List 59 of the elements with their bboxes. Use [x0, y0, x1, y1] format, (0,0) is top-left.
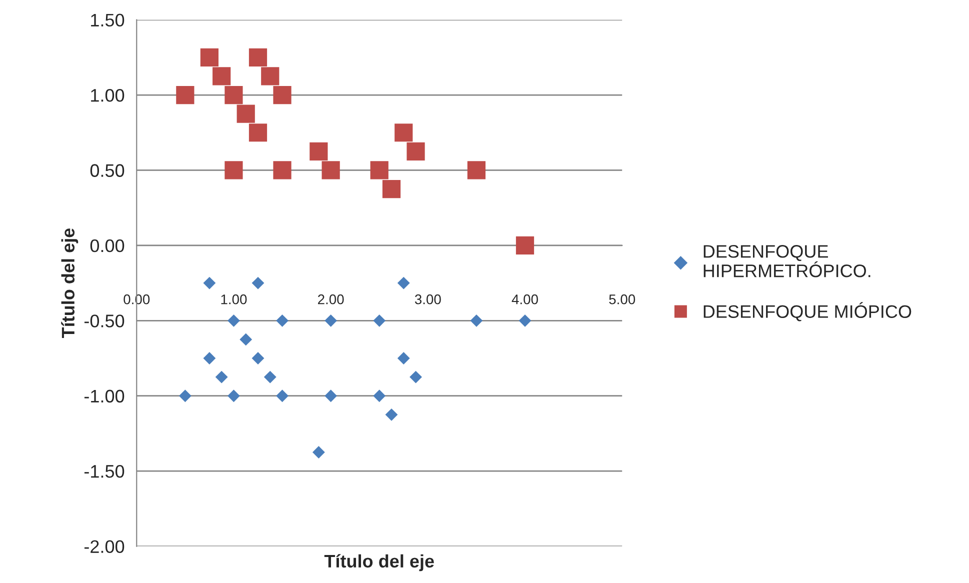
y-tick-label: -1.00	[84, 390, 124, 403]
legend-label: DESENFOQUE MIÓPICO	[704, 302, 912, 322]
point	[276, 314, 288, 327]
point	[397, 352, 410, 364]
point	[264, 370, 276, 384]
point	[406, 142, 425, 160]
point	[370, 161, 388, 180]
point	[176, 86, 194, 104]
point	[410, 370, 422, 384]
point	[273, 86, 292, 104]
point	[252, 276, 264, 290]
x-axis-title: Título del eje	[324, 554, 434, 572]
point	[310, 142, 328, 160]
x-tick-label: 1.00	[221, 294, 247, 304]
point	[248, 48, 268, 66]
point	[212, 67, 231, 86]
x-tick-label: 4.00	[512, 294, 538, 304]
point	[324, 390, 338, 402]
point	[518, 314, 532, 327]
point	[397, 276, 410, 290]
point	[224, 161, 243, 180]
point	[273, 161, 292, 180]
point	[516, 236, 534, 254]
point	[382, 180, 401, 198]
y-tick-label: -2.00	[84, 540, 124, 553]
legend-label: DESENFOQUE HIPERMETRÓPICO.	[704, 245, 870, 278]
point	[203, 352, 216, 364]
point	[385, 408, 398, 421]
y-tick-label: 1.50	[91, 14, 124, 27]
point	[252, 352, 264, 364]
point	[324, 314, 338, 327]
point	[178, 390, 192, 402]
point	[276, 390, 288, 402]
point	[228, 314, 240, 327]
point	[236, 104, 255, 123]
x-tick-label: 2.00	[318, 294, 344, 304]
point	[224, 86, 243, 104]
point	[261, 67, 280, 86]
x-tick-label: 3.00	[414, 294, 441, 304]
y-tick-label: -1.50	[84, 465, 124, 478]
y-tick-label: 1.00	[91, 88, 124, 102]
point	[373, 390, 386, 402]
point	[470, 314, 483, 327]
y-axis-title: Título del eje	[61, 228, 78, 338]
point	[248, 124, 268, 142]
x-tick-label: 5.00	[609, 294, 636, 304]
point	[467, 161, 486, 180]
point	[228, 390, 240, 402]
point	[200, 48, 219, 66]
point	[215, 370, 228, 384]
y-tick-label: -0.50	[84, 314, 124, 328]
y-tick-label: 0.00	[90, 239, 124, 252]
point	[394, 124, 413, 142]
point	[373, 314, 386, 327]
y-tick-label: 0.50	[90, 164, 124, 177]
point	[240, 333, 252, 346]
point	[322, 161, 340, 180]
point	[203, 276, 216, 290]
point	[312, 446, 325, 458]
